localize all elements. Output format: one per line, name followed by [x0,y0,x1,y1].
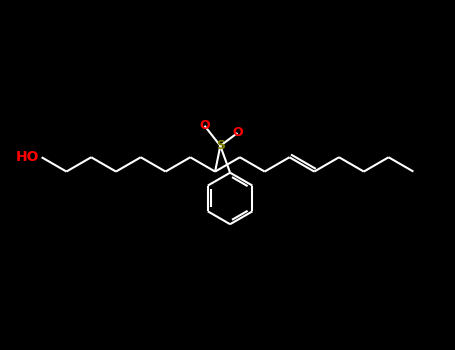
Text: S: S [216,139,225,152]
Text: O: O [232,126,243,139]
Text: O: O [199,119,210,132]
Text: HO: HO [15,150,39,164]
